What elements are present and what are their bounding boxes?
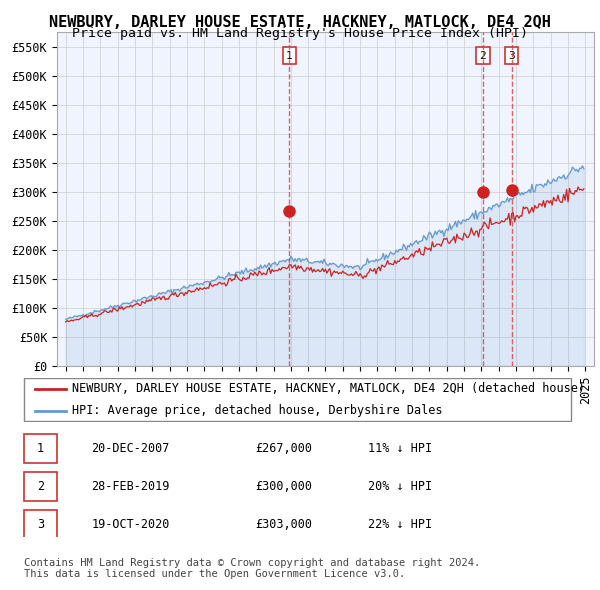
FancyBboxPatch shape (23, 472, 58, 501)
Text: 19-OCT-2020: 19-OCT-2020 (91, 518, 170, 531)
Text: 2: 2 (37, 480, 44, 493)
Text: 3: 3 (508, 51, 515, 61)
Text: £300,000: £300,000 (255, 480, 312, 493)
Text: 28-FEB-2019: 28-FEB-2019 (91, 480, 170, 493)
Text: Price paid vs. HM Land Registry's House Price Index (HPI): Price paid vs. HM Land Registry's House … (72, 27, 528, 40)
Text: 20% ↓ HPI: 20% ↓ HPI (368, 480, 432, 493)
Text: 11% ↓ HPI: 11% ↓ HPI (368, 442, 432, 455)
FancyBboxPatch shape (23, 434, 58, 463)
Text: £267,000: £267,000 (255, 442, 312, 455)
FancyBboxPatch shape (23, 379, 571, 421)
Text: 1: 1 (37, 442, 44, 455)
Text: 20-DEC-2007: 20-DEC-2007 (91, 442, 170, 455)
Text: NEWBURY, DARLEY HOUSE ESTATE, HACKNEY, MATLOCK, DE4 2QH (detached house): NEWBURY, DARLEY HOUSE ESTATE, HACKNEY, M… (71, 382, 584, 395)
Text: 22% ↓ HPI: 22% ↓ HPI (368, 518, 432, 531)
Text: Contains HM Land Registry data © Crown copyright and database right 2024.
This d: Contains HM Land Registry data © Crown c… (24, 558, 480, 579)
FancyBboxPatch shape (23, 510, 58, 539)
Text: 3: 3 (37, 518, 44, 531)
Text: 1: 1 (286, 51, 293, 61)
Text: HPI: Average price, detached house, Derbyshire Dales: HPI: Average price, detached house, Derb… (71, 404, 442, 417)
Text: 2: 2 (479, 51, 486, 61)
Text: NEWBURY, DARLEY HOUSE ESTATE, HACKNEY, MATLOCK, DE4 2QH: NEWBURY, DARLEY HOUSE ESTATE, HACKNEY, M… (49, 15, 551, 30)
Text: £303,000: £303,000 (255, 518, 312, 531)
